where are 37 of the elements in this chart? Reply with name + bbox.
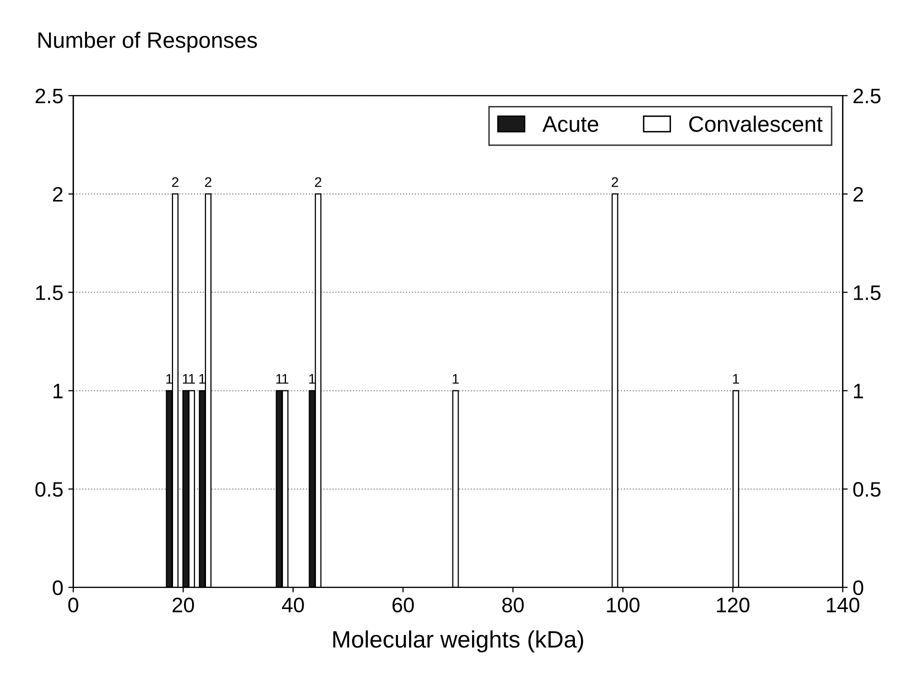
y-tick-label: 0 xyxy=(52,580,63,596)
y2-tick-label: 2.5 xyxy=(853,88,881,104)
data-label: 2 xyxy=(205,177,212,187)
data-label: 2 xyxy=(314,177,322,187)
y2-tick-label: 2 xyxy=(853,186,863,202)
data-label: 2 xyxy=(612,177,618,187)
y2-tick-label: 1.5 xyxy=(854,286,881,300)
y-tick-label: 2 xyxy=(53,186,63,202)
legend-label: Convalescent xyxy=(689,116,823,132)
x-tick-label: 20 xyxy=(172,598,194,612)
data-label: 1 xyxy=(182,374,189,384)
y-tick-label: 2.5 xyxy=(36,88,63,104)
x-axis-title: Molecular weights (kDa) xyxy=(333,630,584,652)
x-tick-label: 60 xyxy=(392,598,414,612)
data-label: 1 xyxy=(452,374,459,384)
x-tick-label: 40 xyxy=(282,598,304,612)
y2-tick-label: 0.5 xyxy=(853,482,881,497)
x-tick-label: 140 xyxy=(826,598,860,612)
x-tick-label: 0 xyxy=(68,598,78,612)
data-label: 1 xyxy=(166,374,172,384)
data-label: 1 xyxy=(309,374,316,384)
x-tick-label: 100 xyxy=(607,598,640,612)
chart-title: Number of Responses xyxy=(38,32,257,52)
x-tick-label: 80 xyxy=(502,598,524,612)
y-tick-label: 1.5 xyxy=(36,286,63,300)
legend-label: Acute xyxy=(542,116,598,132)
y-tick-label: 0.5 xyxy=(35,482,63,497)
y2-tick-label: 1 xyxy=(854,384,864,398)
y-tick-label: 1 xyxy=(54,384,63,398)
data-label: 2 xyxy=(172,177,178,187)
data-label: 1 xyxy=(199,374,206,384)
data-label: 1 xyxy=(282,374,288,384)
x-tick-label: 120 xyxy=(717,598,750,612)
data-label: 1 xyxy=(276,374,282,384)
data-label: 1 xyxy=(188,374,195,384)
y2-tick-label: 0 xyxy=(853,580,864,596)
data-label: 1 xyxy=(733,374,740,384)
